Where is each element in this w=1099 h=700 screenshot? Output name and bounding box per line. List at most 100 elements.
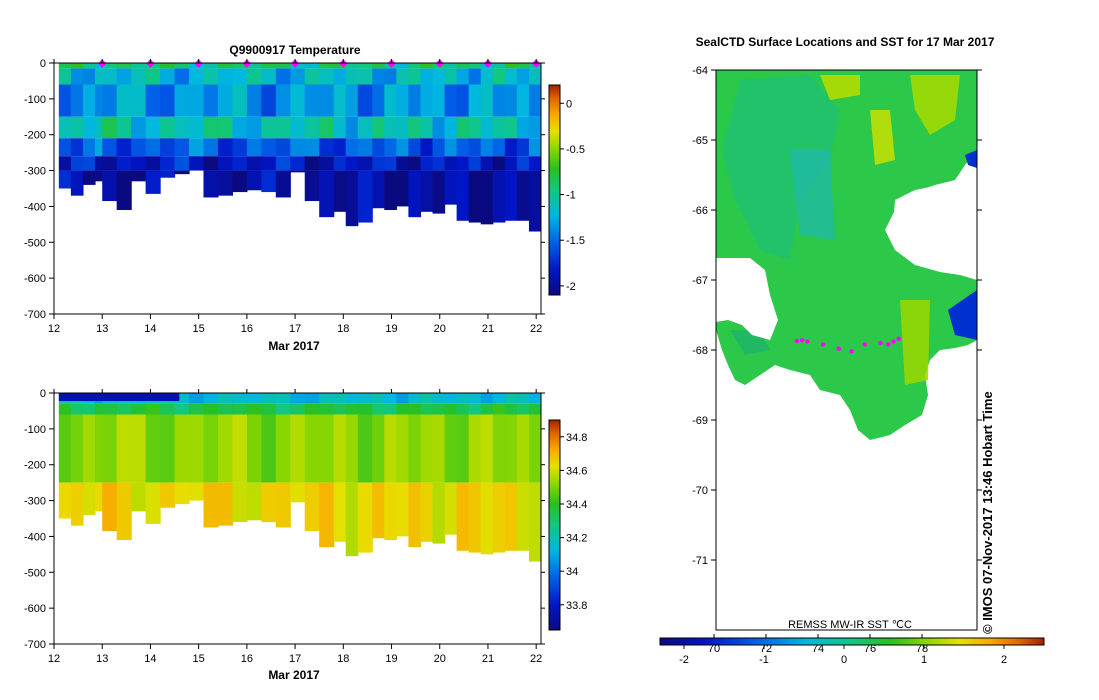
section-cell	[94, 482, 103, 512]
y-tick-label: -200	[24, 460, 46, 472]
section-cell	[102, 414, 118, 483]
section-cell	[444, 116, 458, 139]
x-tick-label: 17	[289, 323, 301, 335]
salinity-heatmap	[58, 393, 541, 562]
section-cell	[58, 156, 72, 171]
section-cell	[58, 138, 72, 157]
section-cell	[174, 393, 190, 404]
section-cell	[528, 156, 541, 171]
section-cell	[444, 170, 458, 205]
section-cell	[82, 482, 96, 515]
section-cell	[408, 68, 422, 85]
section-cell	[70, 170, 84, 196]
section-cell	[468, 403, 482, 415]
section-cell	[82, 84, 96, 117]
section-cell	[174, 116, 190, 139]
section-cell	[504, 393, 518, 404]
section-cell	[408, 414, 422, 483]
sst-field	[716, 70, 977, 630]
track-point	[878, 340, 883, 346]
section-cell	[456, 156, 470, 171]
section-cell	[333, 116, 347, 139]
section-cell	[174, 84, 190, 117]
section-cell	[70, 403, 84, 415]
sst-warm-patch-2	[910, 75, 960, 135]
colorbar-tick-label: 34.6	[566, 465, 587, 477]
section-cell	[145, 138, 161, 157]
section-cell	[444, 482, 458, 535]
section-cell	[468, 482, 482, 553]
y-tick-label: -69	[692, 415, 708, 427]
section-cell	[232, 84, 248, 117]
x-tick-label: 19	[385, 323, 397, 335]
section-cell	[189, 482, 205, 501]
section-cell	[232, 156, 248, 171]
section-cell	[372, 403, 385, 415]
sst-y-axis: -64 -65 -66 -67 -68 -69 -70 -71	[692, 65, 982, 567]
section-cell	[408, 482, 422, 548]
section-cell	[396, 403, 409, 415]
section-cell	[246, 156, 262, 171]
section-cell	[304, 68, 320, 85]
section-cell	[528, 116, 541, 139]
section-cell	[468, 156, 482, 171]
section-cell	[70, 138, 84, 157]
section-cell	[304, 414, 320, 483]
section-cell	[516, 482, 530, 551]
section-cell	[261, 393, 277, 404]
section-cell	[275, 116, 291, 139]
section-cell	[70, 156, 84, 171]
section-cell	[217, 403, 234, 415]
sst-map-panel: SealCTD Surface Locations and SST for 17…	[659, 35, 1045, 666]
y-tick-label: -70	[692, 485, 708, 497]
x-tick-label: 16	[241, 323, 253, 335]
section-cell	[203, 403, 219, 415]
section-cell	[189, 84, 205, 117]
section-cell	[528, 393, 541, 404]
section-cell	[504, 482, 518, 551]
section-cell	[432, 84, 446, 117]
section-cell	[189, 116, 205, 139]
section-cell	[333, 414, 347, 483]
section-cell	[94, 403, 103, 415]
section-cell	[372, 482, 385, 539]
section-cell	[516, 116, 530, 139]
section-cell	[217, 68, 234, 85]
section-cell	[145, 414, 161, 483]
section-cell	[94, 138, 103, 157]
salinity-colorbar	[548, 419, 561, 631]
section-cell	[58, 84, 72, 117]
section-cell	[116, 138, 132, 157]
section-cell	[160, 170, 176, 178]
colorbar-tick-label: 34.8	[566, 432, 587, 444]
section-cell	[203, 414, 219, 483]
section-cell	[102, 403, 118, 415]
section-cell	[145, 156, 161, 171]
section-cell	[357, 84, 373, 117]
section-cell	[333, 482, 347, 542]
section-cell	[420, 403, 434, 415]
section-cell	[345, 156, 359, 171]
section-cell	[102, 63, 118, 69]
track-point	[820, 342, 826, 347]
section-cell	[372, 63, 385, 69]
section-cell	[94, 84, 103, 117]
y-tick-label: -100	[24, 94, 46, 106]
section-cell	[217, 414, 234, 483]
section-cell	[189, 63, 205, 69]
section-cell	[82, 403, 96, 415]
sst-warm-patch-1	[870, 110, 895, 165]
section-cell	[384, 414, 397, 483]
section-cell	[261, 414, 277, 483]
y-tick-label: -64	[692, 65, 708, 77]
section-cell	[232, 414, 248, 483]
section-cell	[396, 84, 409, 117]
section-cell	[131, 138, 147, 157]
section-cell	[504, 63, 518, 69]
section-cell	[480, 84, 494, 117]
section-cell	[160, 68, 176, 85]
section-cell	[217, 482, 234, 526]
section-cell	[275, 482, 291, 528]
section-cell	[345, 482, 359, 557]
section-cell	[333, 393, 347, 404]
